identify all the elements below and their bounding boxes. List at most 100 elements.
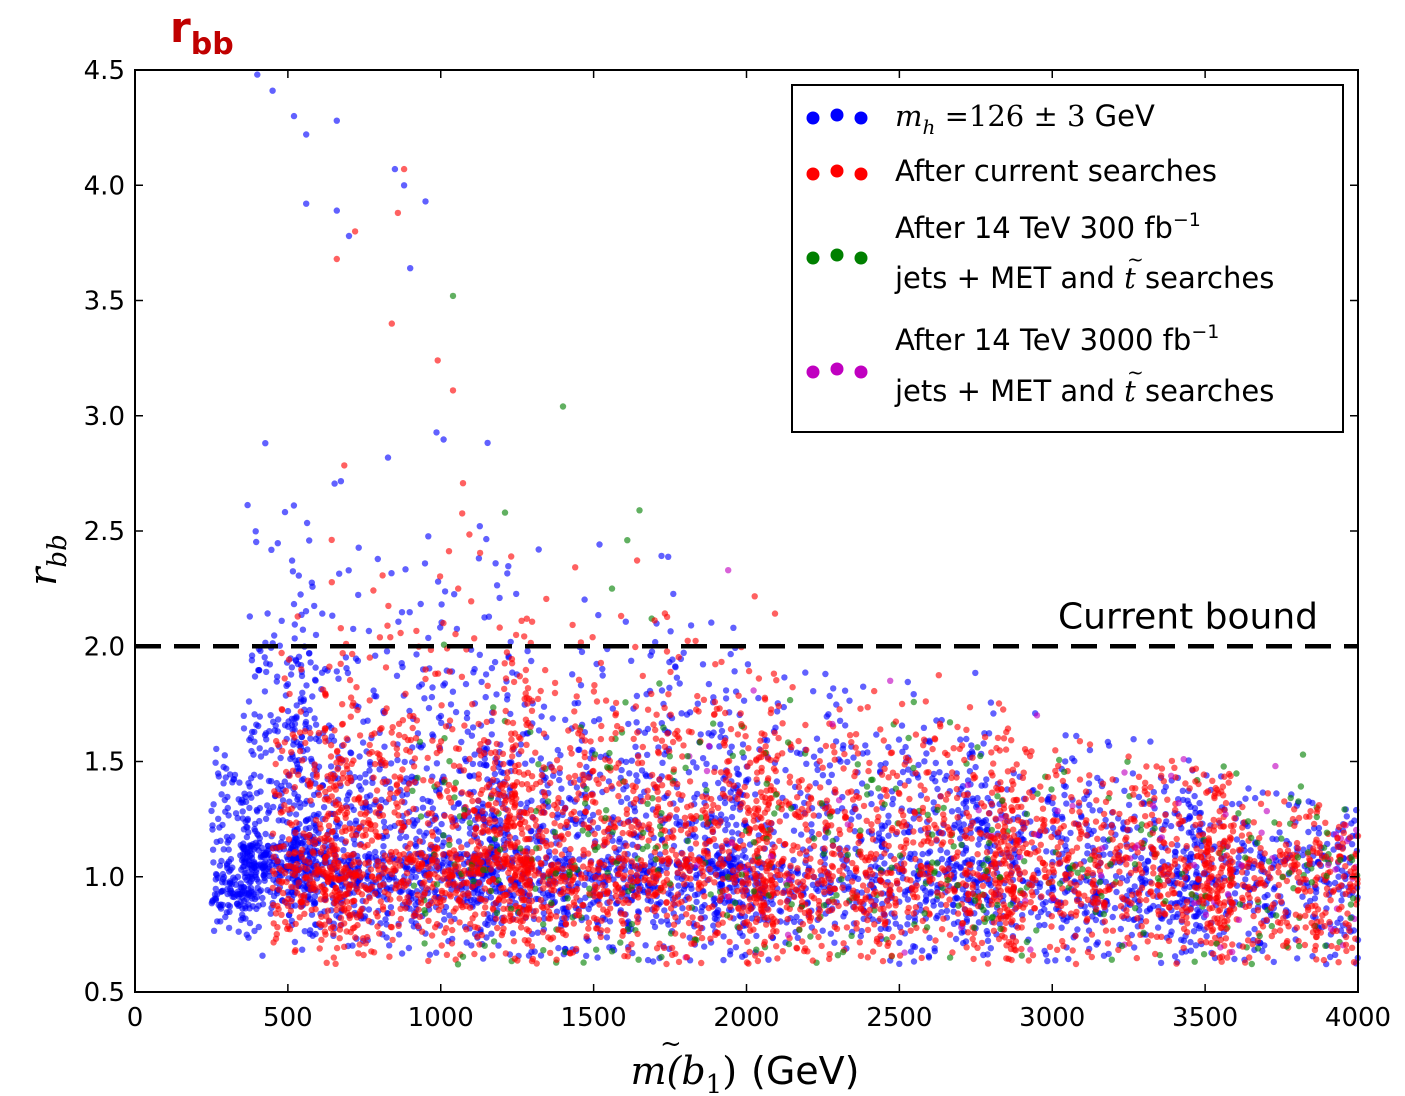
point-blue	[275, 716, 282, 723]
point-blue	[1335, 873, 1342, 880]
point-blue	[311, 676, 319, 683]
point-blue	[405, 944, 413, 952]
point-blue	[782, 766, 789, 774]
point-blue	[292, 902, 299, 909]
point-blue	[396, 834, 404, 842]
point-blue	[1093, 941, 1100, 948]
point-blue	[1086, 746, 1094, 754]
point-blue	[455, 838, 463, 845]
point-blue	[291, 790, 298, 797]
point-blue	[288, 557, 296, 564]
point-red	[505, 869, 512, 876]
point-blue	[398, 609, 406, 616]
point-blue	[219, 887, 226, 894]
point-red	[1138, 800, 1145, 807]
point-blue	[1261, 893, 1268, 901]
point-blue	[528, 757, 536, 764]
point-blue	[488, 717, 495, 725]
point-blue	[307, 659, 314, 666]
point-blue	[987, 945, 994, 952]
point-blue	[270, 892, 278, 900]
point-blue	[667, 628, 674, 635]
point-blue	[819, 772, 827, 779]
point-green	[682, 764, 689, 771]
point-blue	[946, 759, 954, 766]
point-red	[522, 677, 529, 684]
point-red	[1180, 856, 1188, 864]
point-blue	[347, 749, 354, 756]
point-blue	[980, 951, 987, 959]
point-blue	[1059, 815, 1066, 822]
point-blue	[1299, 893, 1306, 900]
point-red	[285, 850, 293, 858]
point-blue	[921, 758, 928, 765]
point-blue	[290, 502, 298, 509]
point-blue	[1125, 801, 1133, 809]
point-blue	[286, 798, 293, 805]
point-blue	[528, 797, 535, 804]
point-blue	[605, 778, 613, 785]
point-blue	[926, 934, 933, 941]
point-green	[1313, 813, 1321, 821]
point-blue	[934, 912, 941, 919]
point-blue	[644, 725, 652, 733]
point-blue	[731, 668, 738, 675]
point-blue	[271, 632, 278, 639]
point-blue	[255, 722, 262, 730]
point-blue	[301, 800, 308, 807]
point-blue	[254, 71, 261, 78]
point-blue	[242, 856, 249, 863]
point-blue	[1343, 813, 1351, 820]
point-green	[490, 938, 498, 945]
point-blue	[1245, 930, 1252, 937]
point-blue	[1294, 955, 1301, 962]
point-red	[593, 698, 601, 705]
point-red	[1000, 735, 1008, 742]
point-blue	[858, 927, 865, 935]
point-blue	[841, 909, 849, 917]
point-blue	[1187, 938, 1194, 946]
point-blue	[306, 930, 314, 937]
point-red	[442, 723, 450, 730]
point-red	[452, 822, 460, 829]
point-blue	[292, 811, 300, 818]
point-blue	[1327, 953, 1334, 961]
point-blue	[644, 956, 652, 964]
point-red	[744, 763, 751, 770]
point-red	[379, 812, 387, 819]
point-blue	[401, 758, 408, 766]
point-blue	[1085, 780, 1093, 787]
point-blue	[917, 792, 925, 799]
point-blue	[218, 791, 225, 798]
point-red	[1018, 945, 1025, 953]
point-red	[821, 888, 828, 896]
point-blue	[452, 708, 460, 716]
point-blue	[599, 672, 606, 679]
point-red	[753, 776, 760, 783]
point-blue	[910, 691, 917, 698]
point-blue	[293, 702, 300, 709]
point-blue	[1196, 799, 1203, 807]
point-green	[1033, 927, 1040, 934]
point-blue	[889, 795, 897, 803]
point-blue	[735, 771, 743, 778]
point-red	[1100, 810, 1108, 818]
point-red	[983, 849, 991, 856]
point-blue	[270, 718, 277, 725]
point-blue	[1300, 846, 1307, 853]
point-blue	[904, 921, 911, 928]
point-red	[848, 788, 855, 795]
point-blue	[722, 816, 730, 823]
point-blue	[441, 588, 449, 595]
point-blue	[902, 743, 909, 751]
point-blue	[250, 751, 257, 758]
point-blue	[727, 789, 734, 796]
point-blue	[517, 800, 524, 808]
point-red	[1275, 863, 1282, 870]
point-blue	[493, 691, 500, 698]
point-blue	[327, 763, 335, 770]
point-blue	[284, 707, 292, 715]
point-blue	[776, 907, 783, 914]
point-blue	[969, 856, 976, 863]
point-blue	[507, 710, 514, 718]
